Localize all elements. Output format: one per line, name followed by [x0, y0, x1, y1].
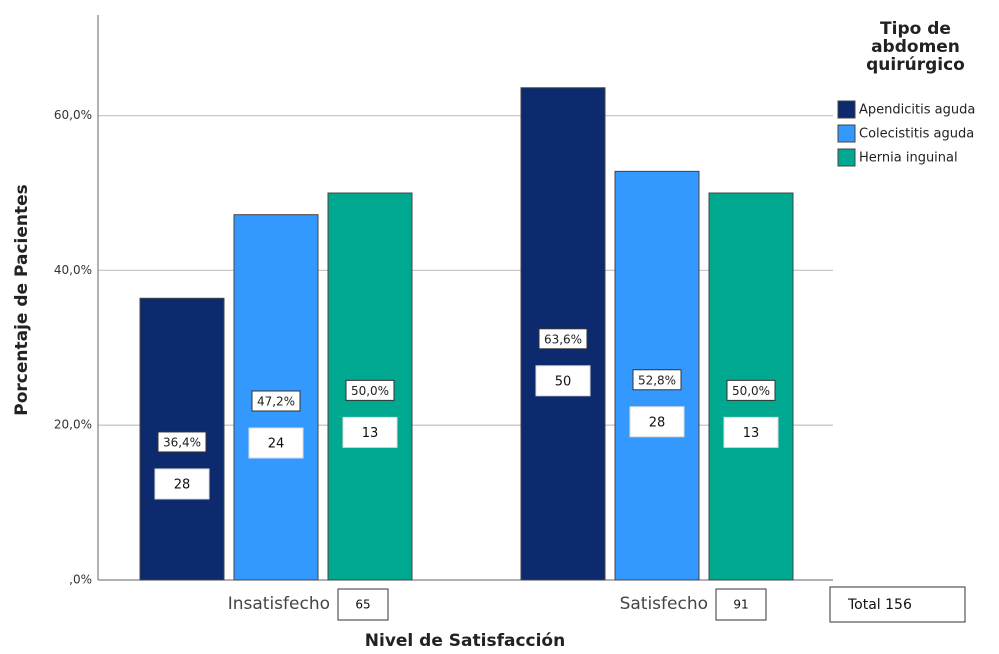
count-label-box	[723, 416, 779, 448]
count-label-box	[248, 427, 304, 459]
value-label-box	[538, 328, 588, 350]
count-label-box	[342, 416, 398, 448]
count-label-box	[154, 468, 210, 500]
value-label: 36,4%	[163, 435, 201, 449]
total-box	[829, 586, 966, 623]
legend-label: Colecistitis aguda	[859, 127, 974, 142]
y-tick-label: 60,0%	[54, 108, 92, 122]
y-tick-label: 20,0%	[54, 418, 92, 432]
category-total: 91	[733, 598, 748, 612]
value-label: 52,8%	[638, 373, 676, 387]
value-label-box	[251, 390, 301, 412]
category-total-box	[337, 588, 389, 621]
y-tick-label: ,0%	[69, 573, 92, 587]
count-label: 28	[649, 415, 666, 430]
value-label-box	[632, 369, 682, 391]
count-label: 50	[555, 374, 572, 389]
value-label: 63,6%	[544, 332, 582, 346]
value-label-box	[726, 379, 776, 401]
value-label: 47,2%	[257, 394, 295, 408]
count-label: 13	[743, 426, 760, 441]
x-axis-title: Nivel de Satisfacción	[365, 631, 565, 651]
y-axis-title: Porcentaje de Pacientes	[12, 184, 32, 416]
count-label: 28	[174, 477, 191, 492]
value-label-box	[157, 431, 207, 453]
y-tick-label: 40,0%	[54, 263, 92, 277]
legend-swatch	[837, 148, 856, 167]
count-label-box	[535, 365, 591, 397]
category-total: 65	[355, 598, 370, 612]
category-total-box	[715, 588, 767, 621]
count-label: 24	[268, 436, 285, 451]
count-label: 13	[362, 426, 379, 441]
x-tick-label: Satisfecho	[620, 594, 708, 614]
value-label-box	[345, 379, 395, 401]
legend-swatch	[837, 100, 856, 119]
value-label: 50,0%	[351, 384, 389, 398]
legend-label: Hernia inguinal	[859, 151, 958, 166]
value-label: 50,0%	[732, 384, 770, 398]
x-tick-label: Insatisfecho	[228, 594, 330, 614]
legend-title: Tipo de abdomen quirúrgico	[866, 19, 965, 75]
total: Total 156	[847, 597, 912, 613]
count-label-box	[629, 406, 685, 438]
legend-swatch	[837, 124, 856, 143]
legend-label: Apendicitis aguda	[859, 103, 975, 118]
